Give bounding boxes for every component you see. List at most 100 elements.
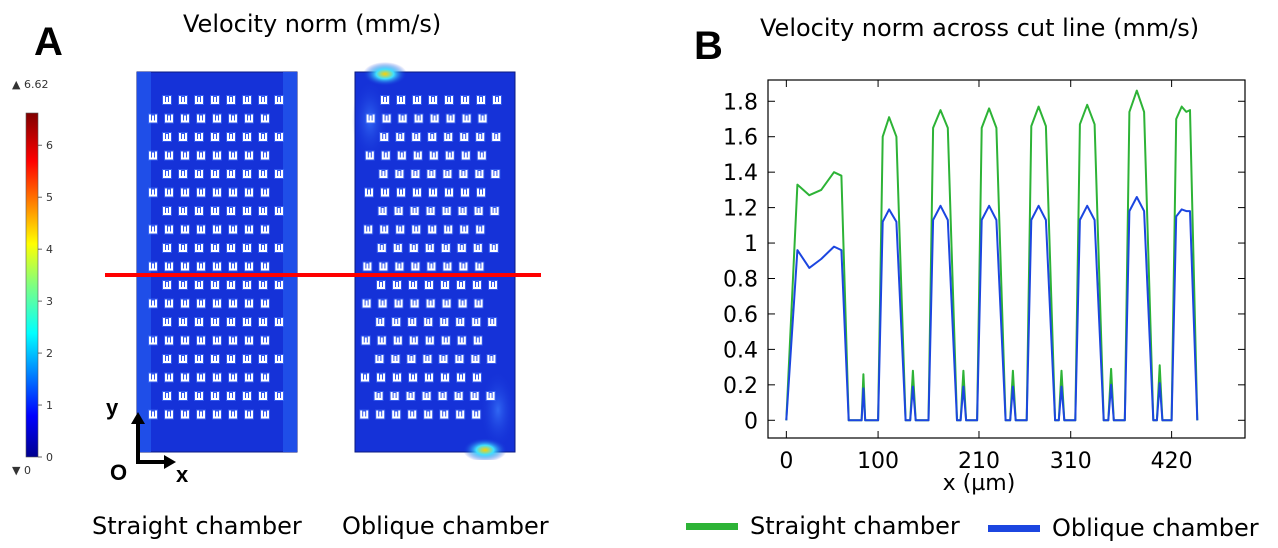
pillar (408, 243, 419, 253)
pillar (441, 298, 452, 309)
pillar (376, 280, 386, 290)
legend-swatch-straight (686, 522, 738, 530)
pillar (440, 280, 450, 290)
pillar (489, 206, 500, 216)
pillar (148, 187, 158, 198)
pillar (212, 187, 222, 198)
pillar (162, 206, 172, 216)
pillar (438, 354, 449, 364)
pillar (408, 335, 419, 346)
pillar (162, 317, 172, 327)
pillar (274, 95, 284, 105)
pillar (210, 95, 220, 105)
pillar (453, 391, 464, 401)
pillar (455, 409, 466, 420)
pillar (407, 409, 418, 420)
pillar (164, 261, 174, 272)
pillar (194, 132, 204, 142)
pillar (194, 391, 204, 401)
pillar (244, 409, 254, 420)
pillar (376, 335, 387, 346)
pillar (439, 317, 450, 327)
y-tick-label: 1.6 (723, 126, 758, 151)
pillar (381, 113, 392, 124)
pillar (391, 409, 402, 420)
pillar (228, 113, 238, 124)
pillar (258, 206, 268, 216)
pillar (397, 113, 408, 124)
pillar (274, 132, 284, 142)
pillar (180, 187, 190, 198)
pillar (444, 187, 454, 198)
pillar (196, 261, 206, 272)
pillar (210, 169, 220, 179)
pillar (244, 113, 254, 124)
pillar (391, 317, 402, 327)
pillar (226, 280, 236, 290)
pillar (274, 243, 284, 253)
pillar (429, 113, 440, 124)
pillar (427, 132, 438, 142)
pillar (373, 391, 384, 401)
legend-label-oblique: Oblique chamber (1052, 514, 1259, 542)
series-line-oblique-chamber (785, 196, 1199, 422)
pillar (274, 206, 284, 216)
chamber-field-view (105, 62, 541, 460)
pillar (194, 280, 204, 290)
pillar (228, 187, 238, 198)
y-tick-label: 1.4 (723, 161, 758, 186)
caption-oblique-chamber: Oblique chamber (342, 512, 549, 540)
pillar (454, 354, 465, 364)
pillar (376, 372, 386, 383)
pillar (408, 372, 418, 383)
pillar (148, 335, 158, 346)
pillar (469, 391, 480, 401)
pillar (242, 206, 252, 216)
colorbar-gradient (25, 112, 39, 458)
pillar (392, 372, 402, 383)
pillar (178, 391, 188, 401)
pillar (456, 243, 467, 253)
pillar (258, 95, 268, 105)
pillar (492, 95, 502, 105)
pillar (455, 317, 466, 327)
pillar (260, 113, 270, 124)
pillar (379, 132, 390, 142)
pillar (260, 261, 270, 272)
pillar (196, 187, 206, 198)
pillar (210, 243, 220, 253)
pillar (178, 243, 188, 253)
pillar (423, 409, 434, 420)
pillar (210, 132, 220, 142)
x-tick-label: 310 (1050, 449, 1092, 474)
pillar (226, 95, 236, 105)
pillar (394, 169, 405, 179)
pillar (392, 335, 403, 346)
x-axis-label: x (µm) (943, 471, 1016, 496)
series-line-straight-chamber (785, 89, 1199, 422)
straight-chamber (136, 71, 298, 453)
pillar (210, 354, 220, 364)
pillar (477, 113, 488, 124)
pillar (421, 391, 432, 401)
pillar (490, 169, 501, 179)
chart-title: Velocity norm across cut line (mm/s) (760, 14, 1200, 42)
pillar (364, 187, 374, 198)
pillar (148, 261, 158, 272)
line-chart: 00.20.40.60.811.21.41.61.80 100 210 310 420 … (723, 79, 1246, 496)
oblique-chamber (352, 62, 516, 460)
pillar (440, 243, 451, 253)
pillar (244, 372, 254, 383)
hotspot-top (363, 62, 407, 86)
pillar (242, 317, 252, 327)
pillar (244, 261, 254, 272)
pillar (178, 354, 188, 364)
pillar (244, 224, 254, 235)
pillar (365, 113, 376, 124)
y-tick-label: 1.2 (723, 197, 758, 222)
panel-a-letter: A (34, 20, 63, 64)
pillar (148, 113, 158, 124)
pillar (196, 298, 206, 309)
pillar (194, 169, 204, 179)
pillar (212, 261, 222, 272)
